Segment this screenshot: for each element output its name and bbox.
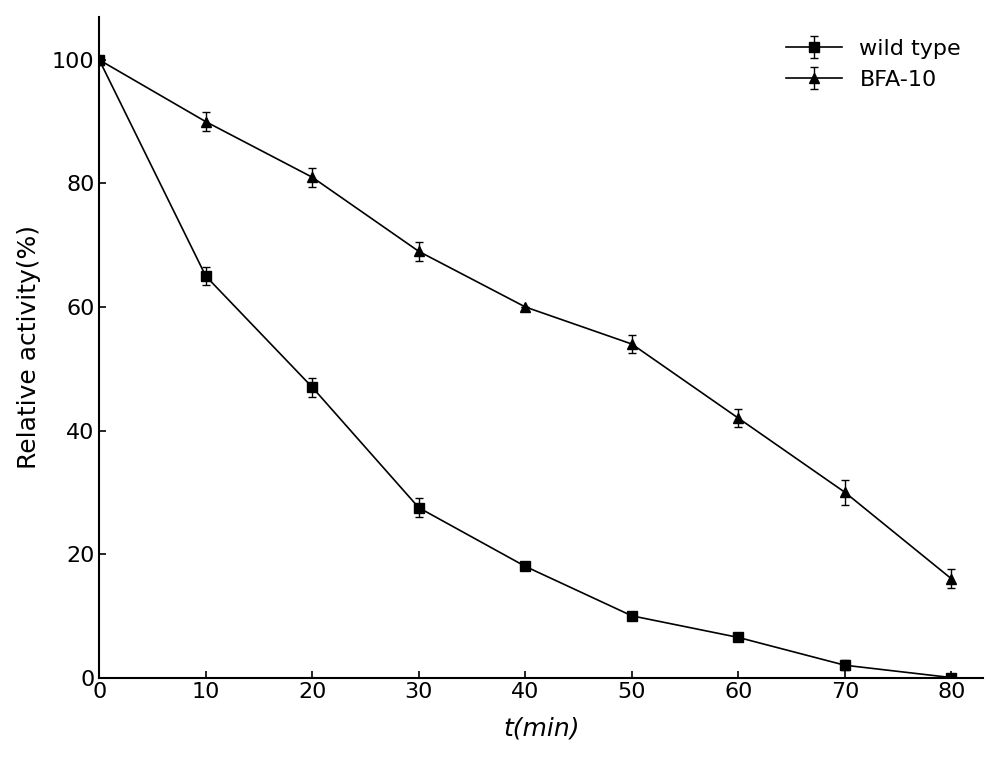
- Legend: wild type, BFA-10: wild type, BFA-10: [775, 28, 972, 101]
- Y-axis label: Relative activity(%): Relative activity(%): [17, 225, 41, 469]
- X-axis label: t(min): t(min): [503, 716, 580, 740]
